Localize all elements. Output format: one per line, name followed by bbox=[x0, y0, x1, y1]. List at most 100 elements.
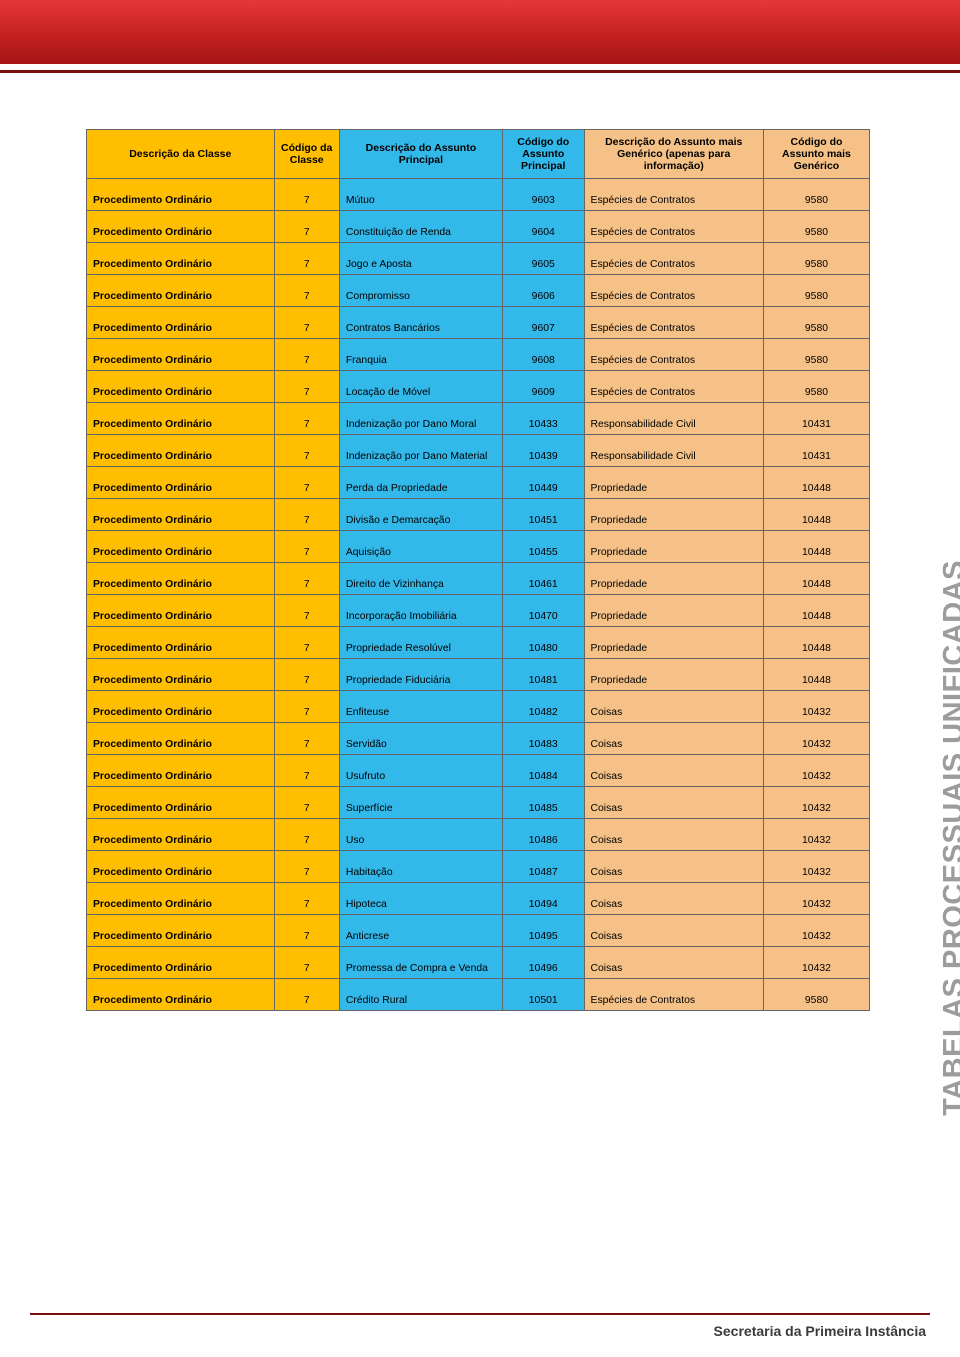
table-cell: 10432 bbox=[763, 851, 869, 883]
table-cell: Aquisição bbox=[339, 531, 502, 563]
table-cell: 9580 bbox=[763, 179, 869, 211]
table-cell: 9580 bbox=[763, 339, 869, 371]
table-cell: 10432 bbox=[763, 883, 869, 915]
table-cell: 9580 bbox=[763, 979, 869, 1011]
table-cell: 10470 bbox=[502, 595, 584, 627]
col-header-2: Código da Classe bbox=[274, 130, 339, 179]
table-cell: Espécies de Contratos bbox=[584, 307, 763, 339]
table-row: Procedimento Ordinário7Direito de Vizinh… bbox=[87, 563, 870, 595]
table-cell: Procedimento Ordinário bbox=[87, 467, 275, 499]
table-row: Procedimento Ordinário7Enfiteuse10482Coi… bbox=[87, 691, 870, 723]
table-cell: 7 bbox=[274, 531, 339, 563]
table-cell: Espécies de Contratos bbox=[584, 339, 763, 371]
data-table: Descrição da ClasseCódigo da ClasseDescr… bbox=[86, 129, 870, 1011]
table-cell: 7 bbox=[274, 915, 339, 947]
table-body: Procedimento Ordinário7Mútuo9603Espécies… bbox=[87, 179, 870, 1011]
table-cell: Coisas bbox=[584, 883, 763, 915]
table-row: Procedimento Ordinário7Compromisso9606Es… bbox=[87, 275, 870, 307]
table-row: Procedimento Ordinário7Propriedade Fiduc… bbox=[87, 659, 870, 691]
table-cell: Procedimento Ordinário bbox=[87, 563, 275, 595]
table-cell: Usufruto bbox=[339, 755, 502, 787]
table-cell: Coisas bbox=[584, 851, 763, 883]
table-cell: 7 bbox=[274, 211, 339, 243]
table-cell: Coisas bbox=[584, 787, 763, 819]
col-header-6: Código do Assunto mais Genérico bbox=[763, 130, 869, 179]
table-cell: 7 bbox=[274, 275, 339, 307]
table-cell: 10461 bbox=[502, 563, 584, 595]
table-cell: 7 bbox=[274, 339, 339, 371]
table-cell: Procedimento Ordinário bbox=[87, 755, 275, 787]
table-cell: Divisão e Demarcação bbox=[339, 499, 502, 531]
table-cell: Espécies de Contratos bbox=[584, 243, 763, 275]
table-row: Procedimento Ordinário7Usufruto10484Cois… bbox=[87, 755, 870, 787]
table-cell: Procedimento Ordinário bbox=[87, 531, 275, 563]
table-row: Procedimento Ordinário7Hipoteca10494Cois… bbox=[87, 883, 870, 915]
table-cell: Enfiteuse bbox=[339, 691, 502, 723]
table-cell: Procedimento Ordinário bbox=[87, 787, 275, 819]
side-title: TABELAS PROCESSUAIS UNIFICADAS bbox=[938, 560, 960, 1116]
table-cell: Propriedade bbox=[584, 659, 763, 691]
table-cell: Coisas bbox=[584, 755, 763, 787]
table-cell: Procedimento Ordinário bbox=[87, 659, 275, 691]
table-row: Procedimento Ordinário7Superfície10485Co… bbox=[87, 787, 870, 819]
table-cell: Perda da Propriedade bbox=[339, 467, 502, 499]
table-row: Procedimento Ordinário7Indenização por D… bbox=[87, 403, 870, 435]
table-cell: 9580 bbox=[763, 211, 869, 243]
table-cell: Coisas bbox=[584, 947, 763, 979]
table-cell: Procedimento Ordinário bbox=[87, 499, 275, 531]
table-row: Procedimento Ordinário7Propriedade Resol… bbox=[87, 627, 870, 659]
table-cell: Indenização por Dano Moral bbox=[339, 403, 502, 435]
table-cell: Procedimento Ordinário bbox=[87, 339, 275, 371]
table-row: Procedimento Ordinário7Constituição de R… bbox=[87, 211, 870, 243]
table-cell: Propriedade bbox=[584, 467, 763, 499]
table-cell: 9604 bbox=[502, 211, 584, 243]
table-row: Procedimento Ordinário7Incorporação Imob… bbox=[87, 595, 870, 627]
table-cell: 9609 bbox=[502, 371, 584, 403]
table-cell: 7 bbox=[274, 499, 339, 531]
table-cell: 9607 bbox=[502, 307, 584, 339]
table-cell: 10448 bbox=[763, 499, 869, 531]
table-cell: Procedimento Ordinário bbox=[87, 179, 275, 211]
table-cell: 7 bbox=[274, 435, 339, 467]
table-cell: Procedimento Ordinário bbox=[87, 627, 275, 659]
table-cell: Procedimento Ordinário bbox=[87, 691, 275, 723]
table-cell: Coisas bbox=[584, 691, 763, 723]
table-cell: Procedimento Ordinário bbox=[87, 435, 275, 467]
table-cell: 10431 bbox=[763, 403, 869, 435]
table-cell: Compromisso bbox=[339, 275, 502, 307]
table-cell: Coisas bbox=[584, 819, 763, 851]
table-cell: Uso bbox=[339, 819, 502, 851]
table-cell: 7 bbox=[274, 659, 339, 691]
table-cell: 9608 bbox=[502, 339, 584, 371]
table-cell: 10449 bbox=[502, 467, 584, 499]
table-cell: Superfície bbox=[339, 787, 502, 819]
table-cell: 7 bbox=[274, 851, 339, 883]
col-header-3: Descrição do Assunto Principal bbox=[339, 130, 502, 179]
table-cell: Procedimento Ordinário bbox=[87, 211, 275, 243]
table-cell: Franquia bbox=[339, 339, 502, 371]
table-cell: Propriedade bbox=[584, 531, 763, 563]
table-cell: 10431 bbox=[763, 435, 869, 467]
table-cell: 10496 bbox=[502, 947, 584, 979]
table-cell: 7 bbox=[274, 883, 339, 915]
table-cell: Hipoteca bbox=[339, 883, 502, 915]
table-cell: 10455 bbox=[502, 531, 584, 563]
table-row: Procedimento Ordinário7Servidão10483Cois… bbox=[87, 723, 870, 755]
table-cell: 10439 bbox=[502, 435, 584, 467]
table-row: Procedimento Ordinário7Habitação10487Coi… bbox=[87, 851, 870, 883]
table-cell: 10494 bbox=[502, 883, 584, 915]
table-cell: 7 bbox=[274, 691, 339, 723]
table-row: Procedimento Ordinário7Perda da Propried… bbox=[87, 467, 870, 499]
table-cell: 7 bbox=[274, 723, 339, 755]
table-cell: Constituição de Renda bbox=[339, 211, 502, 243]
footer-rule bbox=[30, 1313, 930, 1315]
table-cell: Procedimento Ordinário bbox=[87, 883, 275, 915]
table-cell: Espécies de Contratos bbox=[584, 275, 763, 307]
table-cell: Servidão bbox=[339, 723, 502, 755]
table-row: Procedimento Ordinário7Locação de Móvel9… bbox=[87, 371, 870, 403]
table-cell: 7 bbox=[274, 467, 339, 499]
table-cell: Espécies de Contratos bbox=[584, 211, 763, 243]
page-content: Descrição da ClasseCódigo da ClasseDescr… bbox=[0, 73, 960, 1011]
table-cell: Procedimento Ordinário bbox=[87, 595, 275, 627]
table-cell: Procedimento Ordinário bbox=[87, 371, 275, 403]
